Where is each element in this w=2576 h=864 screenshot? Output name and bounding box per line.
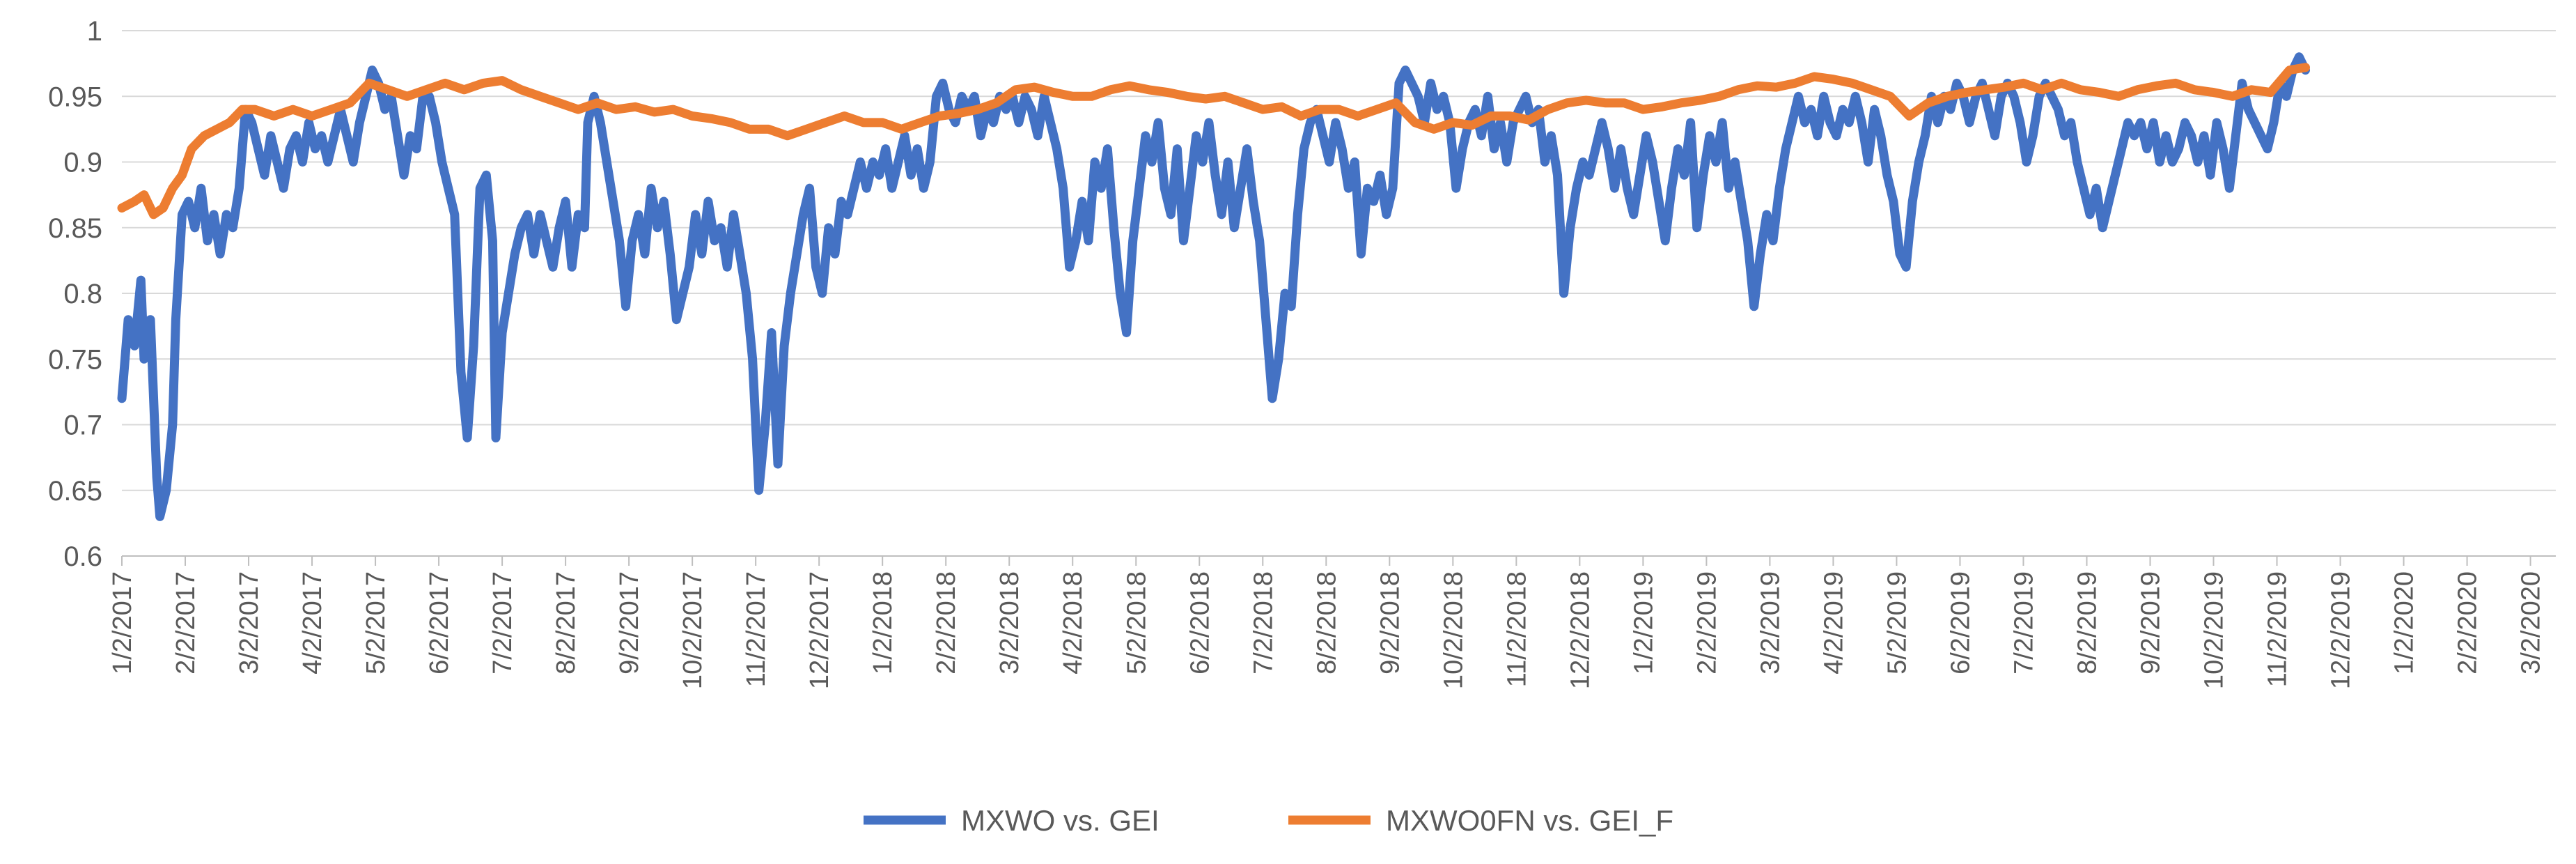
x-tick-label: 2/2/2017 [171,571,201,674]
y-tick-label: 1 [87,16,102,47]
y-tick-label: 0.95 [48,82,102,112]
y-tick-label: 0.6 [63,541,102,572]
x-tick-label: 12/2/2018 [1566,571,1595,689]
series-line-2 [117,63,2310,219]
y-tick-label: 0.85 [48,213,102,244]
x-tick-label: 6/2/2018 [1185,571,1215,674]
y-tick-label: 0.7 [63,410,102,441]
x-tick-label: 7/2/2017 [488,571,517,674]
x-tick-label: 4/2/2019 [1819,571,1848,674]
x-tick-label: 9/2/2019 [2137,571,2166,674]
x-tick-label: 5/2/2019 [1882,571,1912,674]
x-tick-label: 9/2/2018 [1375,571,1405,674]
x-tick-label: 11/2/2018 [1502,571,1531,687]
x-tick-label: 3/2/2019 [1756,571,1785,674]
x-tick-label: 2/2/2018 [932,571,961,674]
x-tick-label: 10/2/2018 [1439,571,1468,689]
x-tick-label: 9/2/2017 [615,571,644,674]
series-layer [117,52,2310,521]
x-tick-label: 12/2/2019 [2327,571,2356,689]
x-tick-label: 1/2/2020 [2390,571,2419,674]
x-tick-label: 5/2/2018 [1122,571,1151,674]
legend-layer: MXWO vs. GEI MXWO0FN vs. GEI_F [864,804,1673,837]
x-tick-label: 2/2/2019 [1692,571,1722,674]
x-tick-label: 1/2/2019 [1629,571,1658,674]
x-tick-label: 4/2/2017 [298,571,327,674]
x-tick-label: 3/2/2020 [2517,571,2546,674]
x-tick-label: 8/2/2019 [2072,571,2102,674]
x-tick-label: 7/2/2019 [2009,571,2038,674]
x-tick-label: 5/2/2017 [361,571,391,674]
x-tick-label: 6/2/2017 [425,571,454,674]
x-tick-label: 12/2/2017 [805,571,834,689]
y-tick-label: 0.75 [48,344,102,375]
x-tick-label: 8/2/2017 [552,571,581,674]
y-tick-label: 0.65 [48,476,102,507]
x-tick-label: 3/2/2018 [995,571,1024,674]
x-tick-label: 6/2/2019 [1946,571,1975,674]
x-tick-label: 7/2/2018 [1249,571,1278,674]
x-tick-label: 8/2/2018 [1312,571,1341,674]
x-tick-label: 11/2/2019 [2263,571,2293,687]
x-tick-label: 4/2/2018 [1059,571,1088,674]
y-tick-label: 0.8 [63,279,102,309]
x-tick-label: 10/2/2017 [678,571,708,689]
series-line-1 [117,52,2310,521]
x-tick-label: 3/2/2017 [235,571,264,674]
legend-label-2: MXWO0FN vs. GEI_F [1386,804,1673,837]
x-tick-label: 1/2/2017 [108,571,137,674]
x-tick-label: 11/2/2017 [742,571,771,687]
legend-label-1: MXWO vs. GEI [961,804,1160,837]
x-tick-label: 2/2/2020 [2453,571,2483,674]
x-tick-label: 1/2/2018 [868,571,898,674]
y-tick-label: 0.9 [63,148,102,178]
x-tick-label: 10/2/2019 [2200,571,2229,689]
